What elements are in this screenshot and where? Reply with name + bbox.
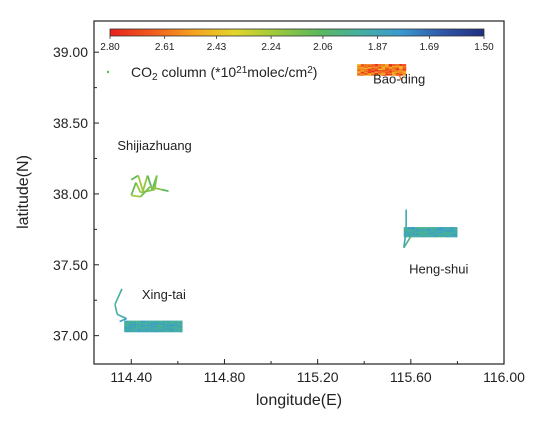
- track-segment: [119, 317, 127, 323]
- x-axis: 114.40 114.80 115.20 115.60 116.00: [110, 359, 525, 385]
- colorbar-tick-label: 2.06: [313, 42, 333, 53]
- city-label: Shijiazhuang: [117, 138, 191, 153]
- track-segment: [142, 175, 149, 192]
- track-segment: [403, 230, 407, 248]
- x-axis-label: longitude(E): [256, 392, 342, 409]
- city-label: Heng-shui: [409, 261, 468, 276]
- track-segment: [135, 182, 142, 193]
- colorbar-tick-label: 1.87: [368, 42, 388, 53]
- x-tick-label: 114.40: [110, 369, 152, 385]
- colorbar-tick-label: 2.24: [261, 42, 281, 53]
- y-tick-label: 39.00: [53, 44, 88, 60]
- colorbar-tick-label: 2.43: [207, 42, 227, 53]
- colorbar-tick-label: 2.80: [100, 42, 120, 53]
- track-segment: [398, 74, 403, 81]
- track-segment: [116, 313, 127, 320]
- x-tick-label: 115.20: [297, 369, 339, 385]
- track-segment: [114, 304, 119, 315]
- y-tick-label: 38.00: [53, 186, 88, 202]
- plot-frame: [93, 20, 505, 365]
- track-segment: [403, 236, 412, 249]
- x-tick-label: 116.00: [483, 369, 525, 385]
- y-axis: 37.00 37.50 38.00 38.50 39.00: [53, 44, 99, 344]
- colorbar-title: CO2 column (*1021molec/cm2): [131, 64, 317, 83]
- flight-tracks: [114, 64, 458, 333]
- colorbar-tick-label: 2.61: [155, 42, 175, 53]
- y-tick-label: 37.00: [53, 328, 88, 344]
- track-segment: [130, 174, 139, 181]
- city-label: Xing-tai: [142, 287, 186, 302]
- y-axis-label: latitude(N): [15, 155, 32, 229]
- track-segment: [131, 194, 141, 198]
- y-tick-label: 37.50: [53, 257, 88, 273]
- track-segment: [130, 182, 137, 196]
- track-shijiazhuang: [130, 174, 169, 198]
- track-bao-ding: [357, 64, 407, 81]
- city-label: Bao-ding: [373, 71, 425, 86]
- legend-marker: [106, 70, 110, 74]
- x-tick-label: 114.80: [204, 369, 246, 385]
- track-heng-shui: [403, 209, 458, 249]
- track-segment: [140, 188, 155, 194]
- colorbar: 2.80 2.61 2.43 2.24 2.06 1.87 1.69 1.50 CO2 colu…: [100, 28, 494, 83]
- track-xing-tai: [114, 288, 183, 333]
- colorbar-tick-label: 1.69: [420, 42, 440, 53]
- track-segment: [161, 188, 169, 192]
- track-segment: [137, 175, 144, 192]
- y-tick-label: 38.50: [53, 115, 88, 131]
- track-segment: [139, 186, 151, 198]
- track-segment: [114, 288, 123, 305]
- city-labels: Bao-ding Shijiazhuang Heng-shui Xing-tai: [117, 71, 468, 301]
- x-tick-label: 115.60: [390, 369, 432, 385]
- colorbar-tick-label: 1.50: [474, 42, 494, 53]
- track-segment: [149, 185, 162, 191]
- colorbar-bar: [109, 28, 485, 37]
- track-segment: [410, 231, 458, 238]
